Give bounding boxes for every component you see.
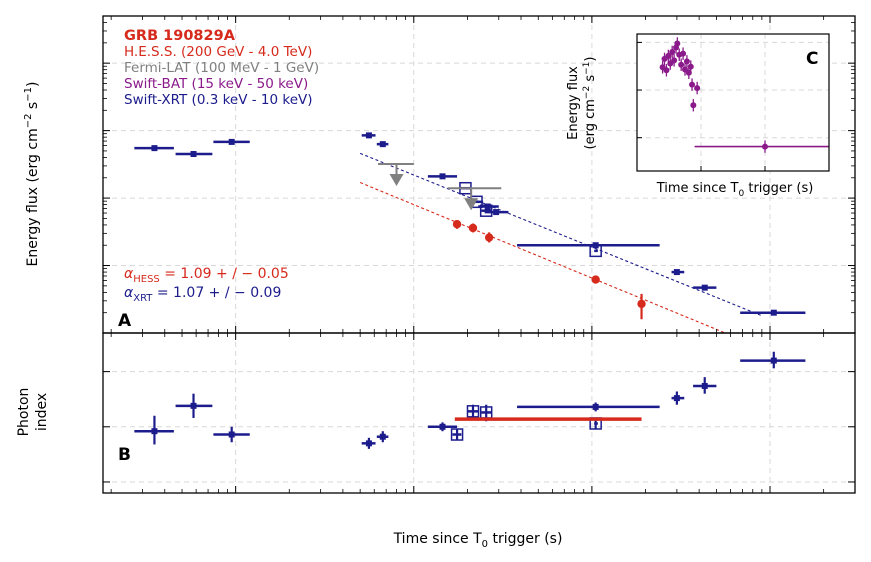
point-b-0-7-marker [673,395,680,402]
point-c-0-5-marker [669,48,676,55]
fit-line-xrt [359,152,763,317]
point-a-0-9-marker [673,269,680,276]
panel-a-label: A [118,311,132,331]
point-a-0-11-marker [770,309,777,316]
panel-b-label: B [118,445,131,465]
point-b-0-8-marker [701,382,708,389]
point-a-0-5-marker [439,173,446,180]
panel-b-data [134,351,806,449]
point-b-0-4-marker [379,433,386,440]
inset-c-ticks [636,41,830,171]
point-b-0-9-marker [770,357,777,364]
panel-b-ticks [103,333,856,493]
legend-entry-lat: Fermi-LAT (100 MeV - 1 GeV) [124,60,319,76]
point-a-0-1-marker [190,151,197,158]
legend-entry-xrt: Swift-XRT (0.3 keV - 10 keV) [124,92,313,108]
point-c-0-6-marker [671,57,678,64]
point-c-0-18-marker [694,85,701,92]
legend-entry-hess: H.E.S.S. (200 GeV - 4.0 TeV) [124,44,312,60]
point-c-1-0-marker [762,143,768,150]
panel-b-frame [102,332,856,494]
point-a-2-1-marker [468,223,478,233]
point-c-0-2-marker [663,67,670,74]
point-a-2-0-marker [452,219,462,229]
point-b-0-1-marker [190,402,197,409]
panel-a-data [134,132,806,333]
inset-c-data [659,37,829,153]
panel-b-ylabel-line2: index [34,393,50,431]
x-axis-label: Time since T0 trigger (s) [393,531,563,550]
inset-c: C Energy flux (erg cm−2 s−1) Time since … [566,33,830,199]
alpha-hess-annotation: αHESS = 1.09 + / − 0.05 [124,266,289,285]
point-a-0-2-marker [228,138,235,145]
legend-entry-bat: Swift-BAT (15 keV - 50 keV) [124,76,308,92]
panel-a-ylabel: Energy flux (erg cm−2 s−1) [23,82,41,267]
point-a-1-2-marker [479,204,493,217]
point-c-0-13-marker [683,58,690,65]
point-a-0-4-marker [379,141,386,148]
point-b-0-3-marker [365,440,372,447]
point-b-0-0-marker [151,428,158,435]
fit-line-hess [359,182,726,333]
point-c-0-11-marker [680,50,687,57]
point-a-3-1-arrow-head [464,198,479,211]
point-c-0-15-marker [687,63,694,70]
inset-c-ylabel-line1: Energy flux [566,66,581,140]
point-c-0-8-marker [674,40,681,47]
legend: GRB 190829A H.E.S.S. (200 GeV - 4.0 TeV)… [124,28,319,108]
point-a-0-3-marker [365,132,372,139]
panel-c-label: C [806,49,818,69]
inset-c-grid [637,34,829,171]
point-a-1-3-marker [589,244,602,258]
point-b-0-5-marker [439,423,446,430]
point-b-0-2-marker [228,431,235,438]
inset-c-xlabel: Time since T0 trigger (s) [656,181,814,199]
inset-c-ylabel-line2: (erg cm−2 s−1) [582,57,598,150]
point-a-0-6-marker [484,203,491,210]
point-a-0-0-marker [151,145,158,152]
point-a-0-7-marker [493,209,500,216]
point-a-3-0-arrow-head [389,173,404,186]
point-c-0-16-marker [689,81,696,88]
point-c-0-17-marker [690,102,697,109]
point-b-1-0-marker [450,428,464,441]
alpha-xrt-annotation: αXRT = 1.07 + / − 0.09 [124,285,281,304]
point-a-2-3-marker [591,275,600,284]
point-b-0-6-marker [592,403,599,410]
point-a-0-10-marker [701,284,708,291]
point-b-1-1-marker [466,405,480,418]
point-a-2-4-marker [637,299,646,309]
point-c-0-10-marker [678,61,685,68]
inset-c-frame [636,33,830,172]
panel-a-ticks [103,15,856,334]
point-a-2-2-marker [484,233,494,242]
panel-b-ylabel-line1: Photon [16,388,32,437]
legend-title: GRB 190829A [124,28,236,44]
